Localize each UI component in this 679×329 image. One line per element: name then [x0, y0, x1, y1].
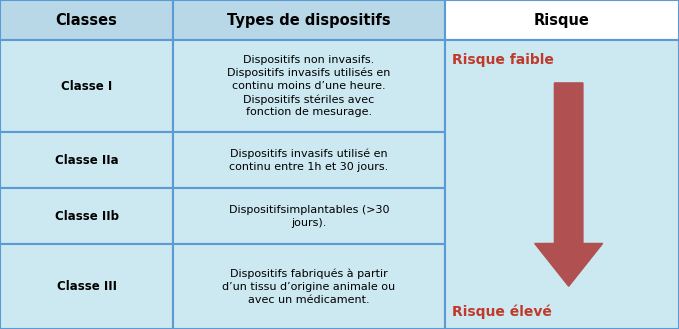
Text: Risque faible: Risque faible: [452, 53, 553, 67]
Text: Types de dispositifs: Types de dispositifs: [227, 13, 390, 28]
Bar: [0, 188, 173, 244]
Bar: [0, 132, 173, 188]
Bar: [0, 244, 173, 329]
Text: Risque: Risque: [534, 13, 590, 28]
Bar: [173, 40, 445, 132]
FancyArrow shape: [535, 83, 603, 286]
Bar: [173, 244, 445, 329]
Text: Classes: Classes: [56, 13, 117, 28]
Text: Classe I: Classe I: [61, 80, 112, 93]
Bar: [173, 188, 445, 244]
Text: Dispositifs fabriqués à partir
d’un tissu d’origine animale ou
avec un médicamen: Dispositifs fabriqués à partir d’un tiss…: [223, 268, 395, 305]
Text: Classe IIa: Classe IIa: [55, 154, 118, 167]
Bar: [173, 132, 445, 188]
Bar: [0, 0, 173, 40]
Text: Dispositifs invasifs utilisé en
continu entre 1h et 30 jours.: Dispositifs invasifs utilisé en continu …: [230, 149, 388, 172]
Text: Classe III: Classe III: [56, 280, 117, 293]
Bar: [445, 40, 679, 329]
Bar: [0, 40, 173, 132]
Bar: [173, 0, 445, 40]
Text: Dispositifs non invasifs.
Dispositifs invasifs utilisés en
continu moins d’une h: Dispositifs non invasifs. Dispositifs in…: [227, 55, 390, 117]
Text: Dispositifsimplantables (>30
jours).: Dispositifsimplantables (>30 jours).: [229, 205, 389, 228]
Text: Classe IIb: Classe IIb: [54, 210, 119, 223]
Text: Risque élevé: Risque élevé: [452, 305, 551, 319]
Bar: [445, 0, 679, 40]
